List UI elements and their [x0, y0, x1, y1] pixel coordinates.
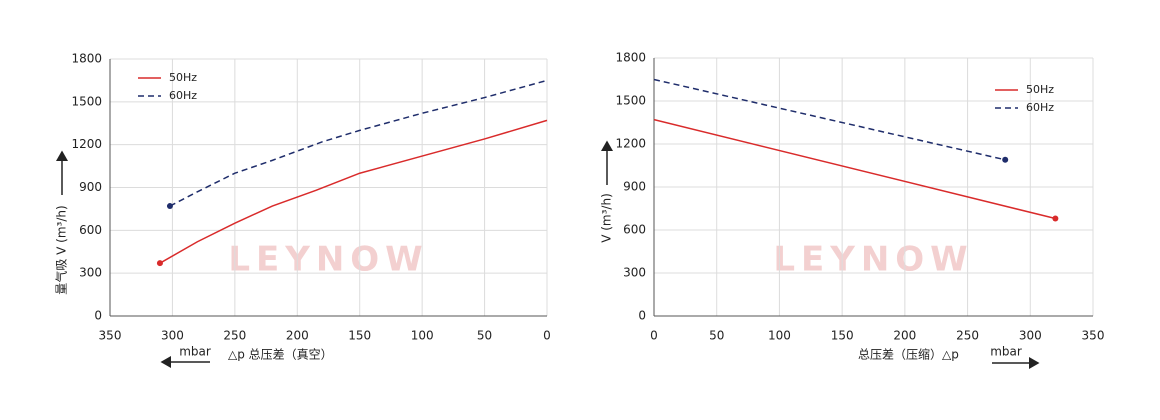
x-tick-label: 0 [543, 329, 551, 343]
x-tick-label: 200 [893, 329, 916, 343]
legend-label: 50Hz [1026, 83, 1054, 96]
x-tick-label: 50 [709, 329, 724, 343]
y-tick-label: 1500 [71, 94, 102, 108]
y-tick-label: 300 [79, 266, 102, 280]
y-tick-label: 0 [94, 309, 102, 323]
x-tick-label: 100 [411, 329, 434, 343]
end-marker [156, 260, 163, 267]
y-axis-label: 量气吸 V (m³/h) [54, 205, 69, 294]
y-tick-label: 1200 [615, 137, 646, 151]
series-line [159, 119, 548, 264]
y-tick-label: 1800 [615, 51, 646, 65]
end-marker [166, 203, 173, 210]
x-tick-label: 50 [477, 329, 492, 343]
x-tick-label: 300 [1019, 329, 1042, 343]
y-tick-label: 300 [623, 266, 646, 280]
legend-label: 50Hz [169, 71, 197, 84]
y-tick-label: 600 [623, 223, 646, 237]
x-tick-label: 350 [1082, 329, 1105, 343]
x-tick-label: 300 [161, 329, 184, 343]
y-tick-label: 1200 [71, 137, 102, 151]
x-axis-unit: mbar [179, 345, 211, 359]
series-line [653, 78, 1006, 161]
legend-label: 60Hz [169, 89, 197, 102]
series-line [169, 79, 548, 207]
y-tick-label: 1800 [71, 52, 102, 66]
x-tick-label: 350 [99, 329, 122, 343]
x-axis-label: △p 总压差（真空） [228, 348, 333, 362]
legend-label: 60Hz [1026, 101, 1054, 114]
end-marker [1002, 156, 1009, 163]
series-line [653, 118, 1056, 220]
x-axis-unit: mbar [990, 345, 1022, 359]
x-axis-label: 总压差（压缩）△p [858, 347, 959, 362]
x-tick-label: 250 [223, 329, 246, 343]
x-tick-label: 250 [956, 329, 979, 343]
y-tick-label: 600 [79, 223, 102, 237]
x-tick-label: 100 [768, 329, 791, 343]
end-marker [1052, 215, 1059, 222]
x-tick-label: 200 [286, 329, 309, 343]
x-tick-label: 0 [650, 329, 658, 343]
x-tick-label: 150 [348, 329, 371, 343]
y-tick-label: 900 [623, 180, 646, 194]
y-axis-label: V (m³/h) [600, 193, 614, 243]
y-tick-label: 900 [79, 180, 102, 194]
y-tick-label: 1500 [615, 94, 646, 108]
y-tick-label: 0 [638, 309, 646, 323]
x-tick-label: 150 [831, 329, 854, 343]
